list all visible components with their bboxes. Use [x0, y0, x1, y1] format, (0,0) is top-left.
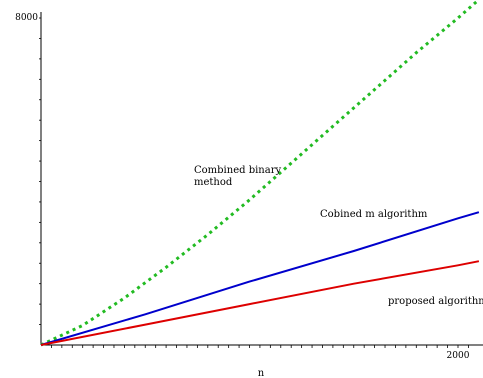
series-layer — [40, 0, 480, 347]
annotation-cobined-m-line-1: Cobined m algorithm — [320, 209, 428, 220]
y-tick-label-8000: 8000 — [15, 13, 38, 23]
annotation-cobined-m-algorithm: Cobined m algorithm — [320, 209, 428, 220]
x-axis-minor-ticks — [51, 345, 469, 348]
series-combined-binary-method — [40, 0, 480, 347]
annotation-combined-binary-line-2: method — [194, 177, 233, 188]
series-proposed-algorithm — [40, 260, 480, 346]
y-axis: 8000 — [15, 12, 42, 345]
annotation-proposed-algorithm: proposed algorithm — [388, 296, 483, 307]
annotation-combined-binary-line-1: Combined binary — [194, 165, 281, 176]
series-cobined-m-algorithm — [40, 211, 480, 346]
annotation-proposed-line-1: proposed algorithm — [388, 296, 483, 307]
annotation-combined-binary-method: Combined binary method — [194, 165, 284, 188]
annotations: Combined binary method Cobined m algorit… — [194, 165, 483, 307]
x-tick-label-2000: 2000 — [447, 351, 470, 361]
x-axis-label: n — [258, 368, 265, 378]
x-axis: 2000 n — [41, 344, 483, 378]
y-axis-minor-ticks — [39, 17, 41, 325]
